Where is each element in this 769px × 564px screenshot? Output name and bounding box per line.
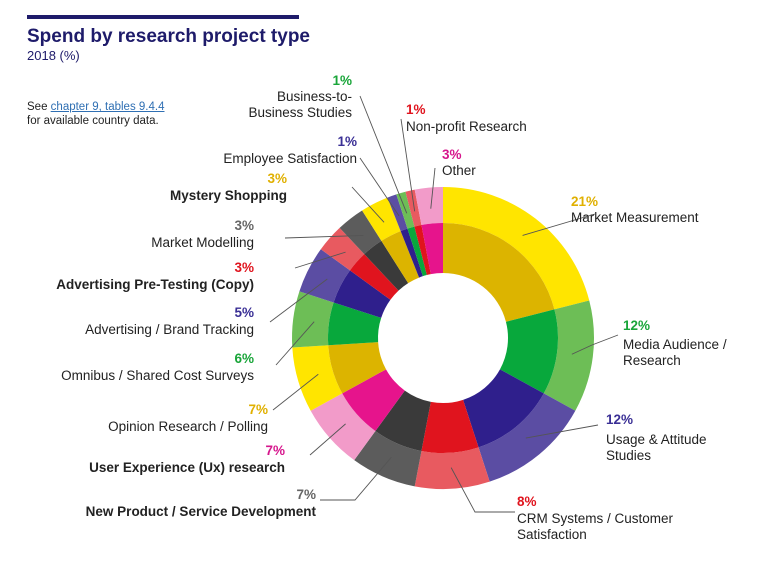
pct-label-omnibus-shared-cost-surveys: 6% [234, 351, 254, 366]
leader-line-advertising-brand-tracking [269, 278, 328, 323]
slice-inner-omnibus-shared-cost-surveys [328, 302, 382, 346]
leader-line-crm-systems-customer-satisfaction [450, 467, 515, 513]
category-label-new-product-service-development: New Product / Service Development [86, 504, 317, 519]
slice-inner-user-experience-ux-research [342, 369, 405, 432]
category-label-business-to-business-studies: Business-to-Business Studies [248, 89, 352, 120]
chart-title: Spend by research project type [27, 26, 310, 47]
pct-label-advertising-pre-testing-copy: 3% [234, 260, 254, 275]
pct-label-market-modelling: 3% [234, 218, 254, 233]
category-label-opinion-research-polling: Opinion Research / Polling [108, 419, 268, 434]
leader-line-advertising-pre-testing-copy [294, 251, 346, 269]
leader-line-mystery-shopping [351, 186, 385, 223]
pct-label-mystery-shopping: 3% [267, 171, 287, 186]
slice-outer-user-experience-ux-research [310, 393, 376, 461]
category-label-usage-attitude-studies: Usage & Attitude Studies [606, 432, 707, 463]
leader-line-media-audience-research [571, 334, 619, 355]
category-label-employee-satisfaction: Employee Satisfaction [223, 151, 357, 166]
category-label-market-measurement: Market Measurement [571, 210, 699, 225]
category-label-media-audience-research: Media Audience / Research [623, 337, 727, 368]
leader-line-market-measurement [522, 213, 596, 236]
slice-inner-advertising-brand-tracking [333, 270, 391, 318]
slice-outer-advertising-brand-tracking [299, 249, 350, 303]
slice-inner-employee-satisfaction [400, 228, 423, 278]
slice-inner-new-product-service-development [375, 390, 431, 451]
pct-label-new-product-service-development: 7% [296, 487, 316, 502]
note-prefix: See [27, 101, 51, 113]
slice-inner-business-to-business-studies [407, 226, 427, 277]
pct-label-market-measurement: 21% [571, 194, 598, 209]
slice-outer-media-audience-research [543, 300, 594, 411]
category-label-crm-systems-customer-satisfaction: CRM Systems / Customer Satisfaction [517, 511, 674, 542]
leader-line-market-modelling [284, 234, 364, 239]
leader-line-usage-attitude-studies [525, 424, 599, 439]
category-label-advertising-brand-tracking: Advertising / Brand Tracking [85, 322, 254, 337]
pct-label-crm-systems-customer-satisfaction: 8% [517, 494, 537, 509]
category-label-omnibus-shared-cost-surveys: Omnibus / Shared Cost Surveys [61, 368, 254, 383]
leader-line-employee-satisfaction [359, 157, 400, 217]
slice-inner-crm-systems-customer-satisfaction [421, 399, 479, 453]
pct-label-other: 3% [442, 147, 462, 162]
category-label-user-experience-ux-research: User Experience (Ux) research [89, 460, 285, 475]
pct-label-employee-satisfaction: 1% [337, 134, 357, 149]
category-label-mystery-shopping: Mystery Shopping [170, 188, 287, 203]
leader-line-business-to-business-studies [359, 95, 408, 214]
slice-inner-mystery-shopping [381, 231, 420, 284]
leader-line-opinion-research-polling [272, 373, 319, 411]
leader-line-user-experience-ux-research [309, 423, 346, 456]
leader-line-omnibus-shared-cost-surveys [275, 321, 315, 366]
pct-label-business-to-business-studies: 1% [332, 73, 352, 88]
pct-label-media-audience-research: 12% [623, 318, 650, 333]
slice-inner-other [421, 223, 443, 275]
pct-label-opinion-research-polling: 7% [248, 402, 268, 417]
category-label-market-modelling: Market Modelling [151, 235, 254, 250]
leader-line-other [430, 167, 436, 209]
slice-inner-advertising-pre-testing-copy [349, 254, 399, 300]
category-label-advertising-pre-testing-copy: Advertising Pre-Testing (Copy) [56, 277, 254, 292]
slice-outer-advertising-pre-testing-copy [320, 227, 365, 271]
slice-inner-opinion-research-polling [328, 342, 387, 394]
pct-label-non-profit-research: 1% [406, 102, 426, 117]
slice-outer-crm-systems-customer-satisfaction [414, 447, 490, 489]
slice-outer-non-profit-research [405, 189, 422, 227]
pct-label-usage-attitude-studies: 12% [606, 412, 633, 427]
category-label-non-profit-research: Non-profit Research [406, 119, 527, 134]
category-label-other: Other [442, 163, 476, 178]
slice-inner-market-measurement [443, 223, 555, 322]
slice-outer-market-modelling [339, 210, 382, 255]
leader-line-new-product-service-development [320, 456, 392, 501]
pct-label-user-experience-ux-research: 7% [265, 443, 285, 458]
leader-line-non-profit-research [400, 118, 416, 212]
chapter-link[interactable]: chapter 9, tables 9.4.4 [50, 101, 165, 113]
slice-inner-non-profit-research [414, 225, 431, 276]
source-note: See chapter 9, tables 9.4.4 for availabl… [27, 100, 167, 128]
slice-outer-opinion-research-polling [292, 345, 343, 411]
slice-outer-new-product-service-development [354, 431, 422, 487]
title-rule [27, 15, 299, 19]
slice-inner-market-modelling [364, 240, 409, 291]
slice-inner-media-audience-research [499, 309, 558, 394]
slice-outer-other [414, 187, 443, 226]
chart-subtitle: 2018 (%) [27, 48, 80, 63]
pct-label-advertising-brand-tracking: 5% [234, 305, 254, 320]
slice-inner-usage-attitude-studies [463, 369, 544, 448]
slice-outer-market-measurement [443, 187, 590, 310]
note-suffix: for available country data. [27, 115, 159, 127]
slice-outer-omnibus-shared-cost-surveys [292, 291, 334, 348]
